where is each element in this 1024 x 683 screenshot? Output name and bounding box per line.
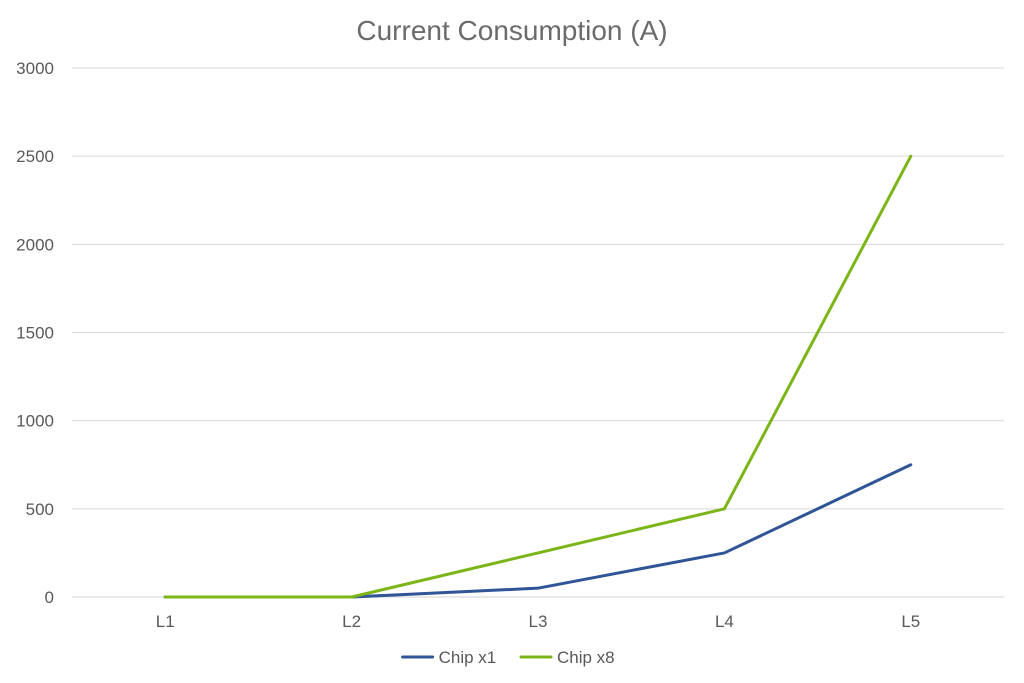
y-tick-label: 2000 bbox=[16, 235, 54, 254]
x-tick-label: L5 bbox=[901, 612, 920, 631]
y-tick-label: 3000 bbox=[16, 59, 54, 78]
legend-label: Chip x1 bbox=[439, 648, 497, 667]
y-tick-label: 1500 bbox=[16, 324, 54, 343]
x-tick-label: L1 bbox=[156, 612, 175, 631]
x-tick-label: L3 bbox=[529, 612, 548, 631]
series-line-chip-x8 bbox=[163, 154, 913, 599]
y-tick-label: 2500 bbox=[16, 147, 54, 166]
legend-label: Chip x8 bbox=[557, 648, 615, 667]
legend-item: Chip x1 bbox=[401, 648, 497, 667]
gridlines bbox=[72, 67, 1004, 510]
x-tick-label: L2 bbox=[342, 612, 361, 631]
x-tick-label: L4 bbox=[715, 612, 734, 631]
y-tick-label: 0 bbox=[45, 588, 54, 607]
series-group bbox=[163, 154, 913, 599]
legend: Chip x1 Chip x8 bbox=[401, 648, 615, 667]
series-line-chip-x1 bbox=[163, 463, 913, 599]
y-tick-label: 500 bbox=[26, 500, 54, 519]
chart-title: Current Consumption (A) bbox=[356, 15, 667, 46]
y-tick-label: 1000 bbox=[16, 412, 54, 431]
x-axis: L1 L2 L3 L4 L5 bbox=[72, 596, 1004, 631]
y-axis: 0 500 1000 1500 2000 2500 3000 bbox=[16, 59, 54, 607]
legend-item: Chip x8 bbox=[519, 648, 615, 667]
